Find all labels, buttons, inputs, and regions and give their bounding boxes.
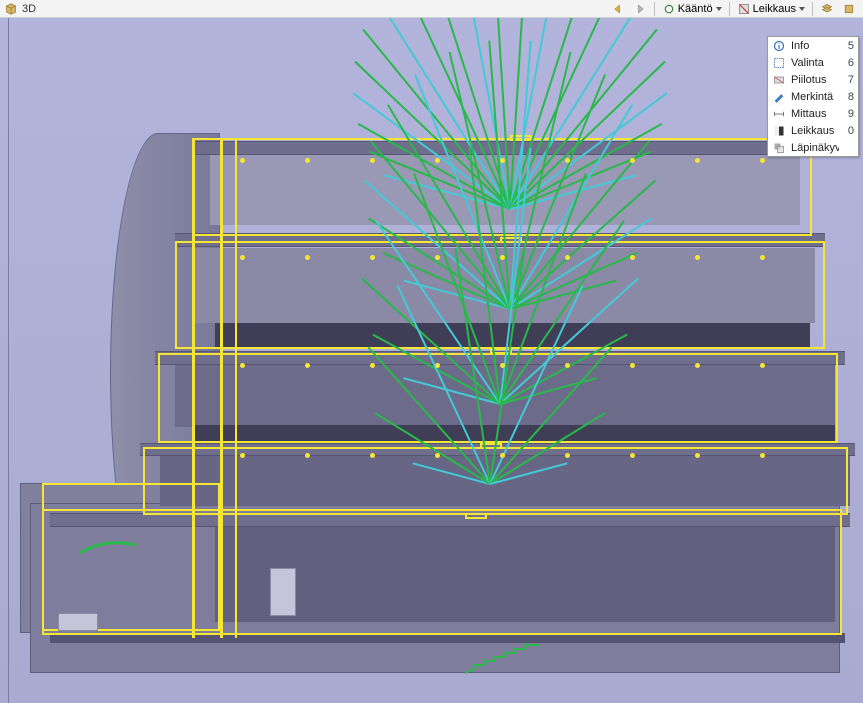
menu-shortcut: 6 bbox=[844, 57, 854, 69]
section-vert-a bbox=[192, 138, 195, 638]
cube-3d-icon bbox=[4, 2, 18, 16]
lighting-fixture bbox=[370, 453, 375, 458]
lighting-fixture bbox=[565, 363, 570, 368]
lighting-fixture bbox=[630, 453, 635, 458]
exit-door bbox=[270, 568, 296, 616]
layers2-icon bbox=[842, 2, 856, 16]
section2-icon bbox=[772, 124, 786, 138]
toolbar-separator bbox=[729, 2, 730, 16]
lighting-fixture bbox=[760, 158, 765, 163]
menu-label: Leikkaus bbox=[791, 125, 839, 137]
menu-label: Valinta bbox=[791, 57, 839, 69]
layers-icon bbox=[820, 2, 834, 16]
menu-item-section[interactable]: Leikkaus 0 bbox=[768, 122, 858, 139]
lighting-fixture bbox=[305, 158, 310, 163]
menu-shortcut: 7 bbox=[844, 74, 854, 86]
lighting-fixture bbox=[695, 255, 700, 260]
stair-icon bbox=[460, 643, 550, 678]
lighting-fixture bbox=[305, 255, 310, 260]
building-model bbox=[20, 113, 840, 703]
lighting-fixture bbox=[435, 158, 440, 163]
rotate-label: Kääntö bbox=[678, 3, 713, 15]
menu-shortcut: 0 bbox=[844, 125, 854, 137]
handle-1 bbox=[465, 513, 487, 519]
lighting-fixture bbox=[370, 158, 375, 163]
lighting-fixture bbox=[435, 363, 440, 368]
lighting-fixture bbox=[630, 158, 635, 163]
section-icon bbox=[737, 2, 751, 16]
info-icon: i bbox=[772, 39, 786, 53]
toolbar-right: Kääntö Leikkaus bbox=[608, 2, 859, 16]
svg-text:i: i bbox=[778, 42, 780, 51]
lighting-fixture bbox=[695, 453, 700, 458]
lighting-fixture bbox=[240, 453, 245, 458]
menu-item-hide[interactable]: Piilotus 7 bbox=[768, 71, 858, 88]
rotate-icon bbox=[662, 2, 676, 16]
lighting-fixture bbox=[240, 255, 245, 260]
lighting-fixture bbox=[240, 363, 245, 368]
dropdown-arrow-icon bbox=[799, 7, 805, 11]
lighting-fixture bbox=[760, 255, 765, 260]
lighting-fixture bbox=[500, 255, 505, 260]
menu-label: Mittaus bbox=[791, 108, 839, 120]
ext-pipe-icon bbox=[75, 533, 145, 563]
back-arrow-icon bbox=[611, 2, 625, 16]
lighting-fixture bbox=[565, 158, 570, 163]
lighting-fixture bbox=[370, 363, 375, 368]
toolbar-separator bbox=[654, 2, 655, 16]
lighting-fixture bbox=[695, 363, 700, 368]
menu-label: Piilotus bbox=[791, 74, 839, 86]
menu-shortcut: 8 bbox=[844, 91, 854, 103]
forward-arrow-icon bbox=[633, 2, 647, 16]
3d-viewport[interactable]: i Info 5 Valinta 6 Piilotus 7 Merkintä 8… bbox=[0, 18, 863, 703]
section-tool-button[interactable]: Leikkaus bbox=[734, 2, 808, 16]
menu-shortcut: 5 bbox=[844, 40, 854, 52]
toolbar-left: 3D bbox=[4, 2, 36, 16]
menu-label: Info bbox=[791, 40, 839, 52]
lighting-fixture bbox=[760, 363, 765, 368]
menu-shortcut: 9 bbox=[844, 108, 854, 120]
lighting-fixture bbox=[630, 255, 635, 260]
lighting-fixture bbox=[305, 363, 310, 368]
vent bbox=[58, 613, 98, 631]
lighting-fixture bbox=[630, 363, 635, 368]
measure-icon bbox=[772, 107, 786, 121]
lighting-fixture bbox=[500, 453, 505, 458]
transparency-icon bbox=[772, 141, 786, 155]
menu-label: Merkintä bbox=[791, 91, 839, 103]
dropdown-arrow-icon bbox=[716, 7, 722, 11]
toolbar-separator bbox=[812, 2, 813, 16]
lighting-fixture bbox=[500, 158, 505, 163]
lighting-fixture bbox=[565, 255, 570, 260]
mark-icon bbox=[772, 90, 786, 104]
tools-dropdown-menu: i Info 5 Valinta 6 Piilotus 7 Merkintä 8… bbox=[767, 36, 859, 157]
select-icon bbox=[772, 56, 786, 70]
lighting-fixture bbox=[565, 453, 570, 458]
menu-item-measure[interactable]: Mittaus 9 bbox=[768, 105, 858, 122]
lighting-fixture bbox=[435, 453, 440, 458]
lighting-fixture bbox=[760, 453, 765, 458]
lighting-fixture bbox=[500, 363, 505, 368]
menu-label: Läpinäkyvyys bbox=[791, 142, 839, 154]
lighting-fixture bbox=[695, 158, 700, 163]
top-toolbar: 3D Kääntö Leikkaus bbox=[0, 0, 863, 18]
rotate-tool-button[interactable]: Kääntö bbox=[659, 2, 725, 16]
nav-back-button[interactable] bbox=[608, 2, 628, 16]
lighting-fixture bbox=[305, 453, 310, 458]
extra-tool-button[interactable] bbox=[839, 2, 859, 16]
menu-item-info[interactable]: i Info 5 bbox=[768, 37, 858, 54]
section-vert-c bbox=[235, 138, 237, 638]
lighting-fixture bbox=[370, 255, 375, 260]
lighting-fixture bbox=[240, 158, 245, 163]
menu-item-mark[interactable]: Merkintä 8 bbox=[768, 88, 858, 105]
lighting-fixture bbox=[435, 255, 440, 260]
menu-item-transparency[interactable]: Läpinäkyvyys bbox=[768, 139, 858, 156]
nav-forward-button[interactable] bbox=[630, 2, 650, 16]
section-label: Leikkaus bbox=[753, 3, 796, 15]
view-mode-label: 3D bbox=[22, 3, 36, 15]
menu-item-select[interactable]: Valinta 6 bbox=[768, 54, 858, 71]
hide-icon bbox=[772, 73, 786, 87]
section-vert-b bbox=[220, 138, 223, 638]
tools-menu-button[interactable] bbox=[817, 2, 837, 16]
